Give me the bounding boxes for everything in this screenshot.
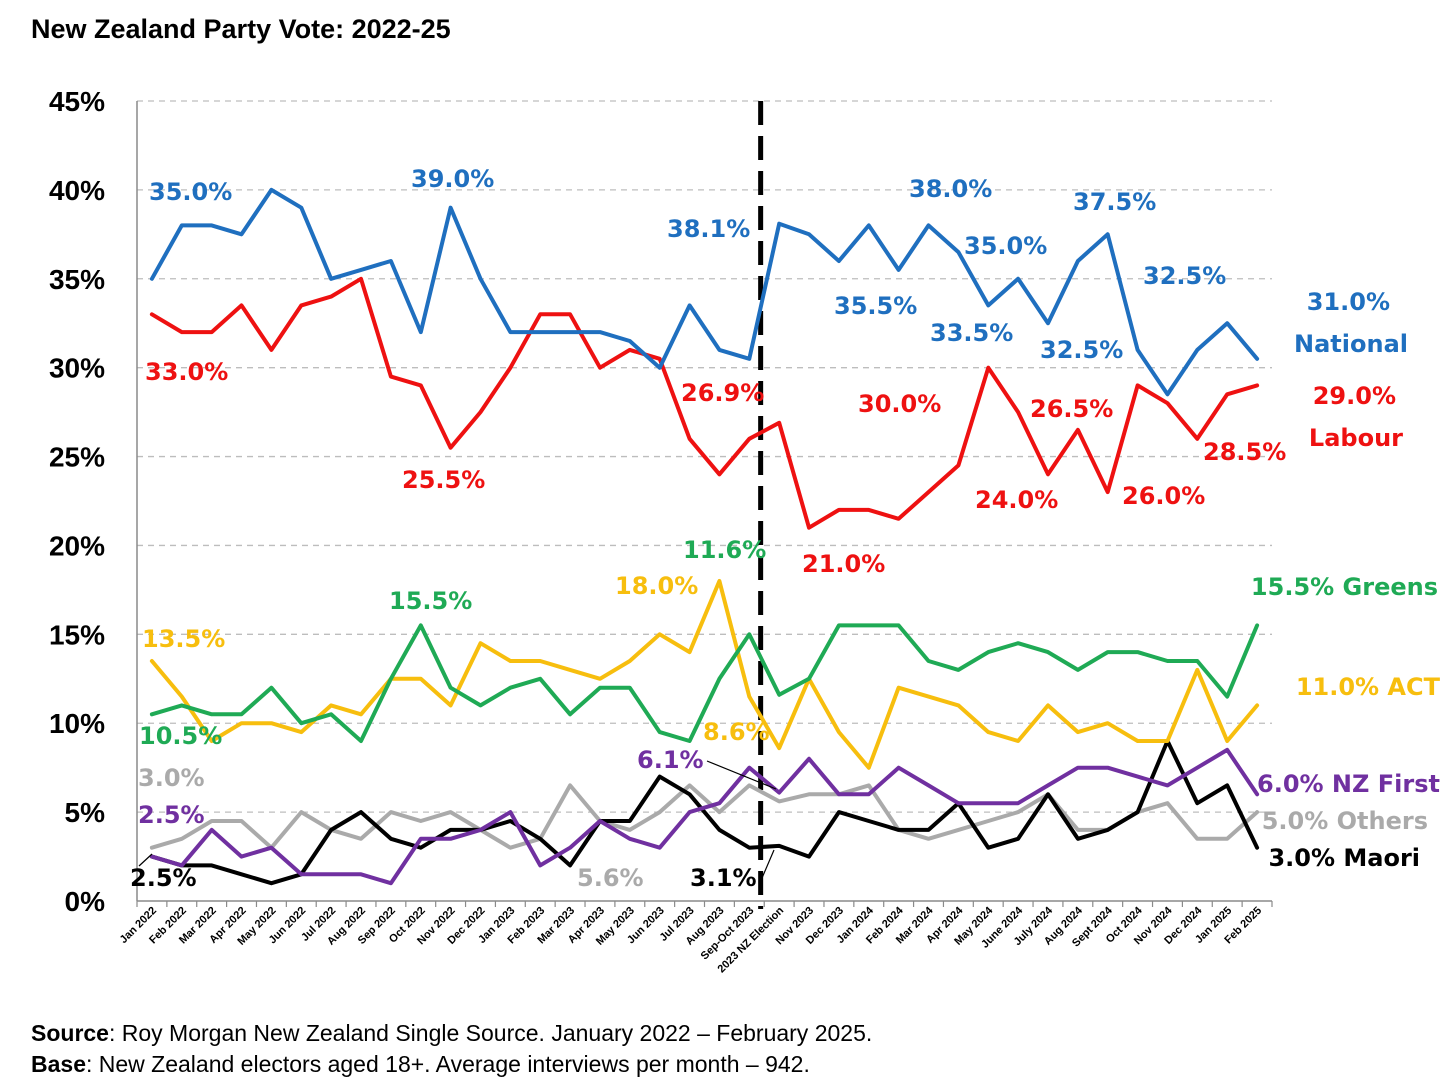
data-label-labour: 30.0% xyxy=(858,390,941,418)
y-tick-label: 15% xyxy=(49,619,105,650)
y-tick-label: 40% xyxy=(49,175,105,206)
data-label-greens: 15.5% xyxy=(389,587,472,615)
data-label-national: 32.5% xyxy=(1143,262,1226,290)
data-label-labour: 24.0% xyxy=(975,486,1058,514)
data-label-national: 33.5% xyxy=(930,319,1013,347)
data-label-national: 38.0% xyxy=(909,175,992,203)
leader-line-maori-start xyxy=(138,853,153,867)
base-note: Base: New Zealand electors aged 18+. Ave… xyxy=(31,1051,810,1078)
series-lines xyxy=(149,187,1260,886)
data-label-labour: 26.9% xyxy=(681,379,764,407)
data-label-national: 39.0% xyxy=(411,165,494,193)
y-tick-label: 0% xyxy=(65,886,106,917)
y-tick-label: 20% xyxy=(49,530,105,561)
data-label-greens: 11.6% xyxy=(683,536,766,564)
series-line-act xyxy=(149,579,1260,770)
data-label-national: 32.5% xyxy=(1040,336,1123,364)
data-label-others: 5.6% xyxy=(577,864,644,892)
data-label-nz-first: 6.1% xyxy=(637,746,704,774)
data-label-national: 38.1% xyxy=(667,215,750,243)
data-label-act: 13.5% xyxy=(142,625,225,653)
y-tick-label: 10% xyxy=(49,708,105,739)
series-line-nz-first xyxy=(149,747,1260,886)
data-label-national: 35.0% xyxy=(964,232,1047,260)
data-label-labour: 33.0% xyxy=(145,358,228,386)
data-label-nz-first: 2.5% xyxy=(138,801,205,829)
data-label-national: National xyxy=(1294,330,1408,358)
series-line-maori xyxy=(149,739,1260,886)
data-label-national: 35.0% xyxy=(149,178,232,206)
data-label-act: 8.6% xyxy=(703,718,770,746)
data-label-national: 35.5% xyxy=(834,292,917,320)
data-label-greens: 15.5% Greens xyxy=(1251,573,1438,601)
axes: 0%5%10%15%20%25%30%35%40%45%Jan 2022Feb … xyxy=(49,86,1273,975)
data-label-others: 3.0% xyxy=(138,764,205,792)
base-label: Base xyxy=(31,1051,86,1077)
data-label-national: 31.0% xyxy=(1307,288,1390,316)
data-label-labour: 21.0% xyxy=(802,550,885,578)
base-text: : New Zealand electors aged 18+. Average… xyxy=(85,1051,810,1077)
series-line-national xyxy=(149,187,1260,397)
source-text: : Roy Morgan New Zealand Single Source. … xyxy=(108,1020,873,1046)
data-labels: 35.0% 39.0% 38.1% 35.5% 38.0% 35.0% 33.5% 37.5%… xyxy=(130,165,1441,892)
series-line-labour xyxy=(149,276,1260,530)
data-label-labour: 25.5% xyxy=(402,466,485,494)
source-label: Source xyxy=(31,1020,109,1046)
y-tick-label: 5% xyxy=(65,797,106,828)
y-tick-label: 45% xyxy=(49,86,105,117)
data-label-act: 11.0% ACT xyxy=(1296,673,1441,701)
y-tick-label: 35% xyxy=(49,264,105,295)
chart-title: New Zealand Party Vote: 2022-25 xyxy=(31,14,451,44)
data-label-labour: 26.5% xyxy=(1030,395,1113,423)
data-label-labour: Labour xyxy=(1309,424,1403,452)
data-label-greens: 10.5% xyxy=(139,722,222,750)
source-note: Source: Roy Morgan New Zealand Single So… xyxy=(31,1020,872,1047)
y-tick-label: 30% xyxy=(49,353,105,384)
data-label-labour: 29.0% xyxy=(1313,382,1396,410)
data-label-others: 5.0% Others xyxy=(1262,807,1428,835)
data-label-national: 37.5% xyxy=(1073,188,1156,216)
leader-line-nzfirst xyxy=(706,760,777,790)
data-label-nz-first: 6.0% NZ First xyxy=(1257,770,1440,798)
data-label-maori: 2.5% xyxy=(130,864,197,892)
gridlines xyxy=(137,100,1272,813)
data-label-maori: 3.1% xyxy=(690,864,757,892)
data-label-labour: 26.0% xyxy=(1122,482,1205,510)
data-label-maori: 3.0% Maori xyxy=(1268,844,1420,872)
series-line-others xyxy=(149,783,1260,850)
data-label-labour: 28.5% xyxy=(1203,438,1286,466)
y-tick-label: 25% xyxy=(49,442,105,473)
series-line-greens xyxy=(149,623,1260,743)
data-label-act: 18.0% xyxy=(615,572,698,600)
leader-line-maori xyxy=(761,849,775,879)
